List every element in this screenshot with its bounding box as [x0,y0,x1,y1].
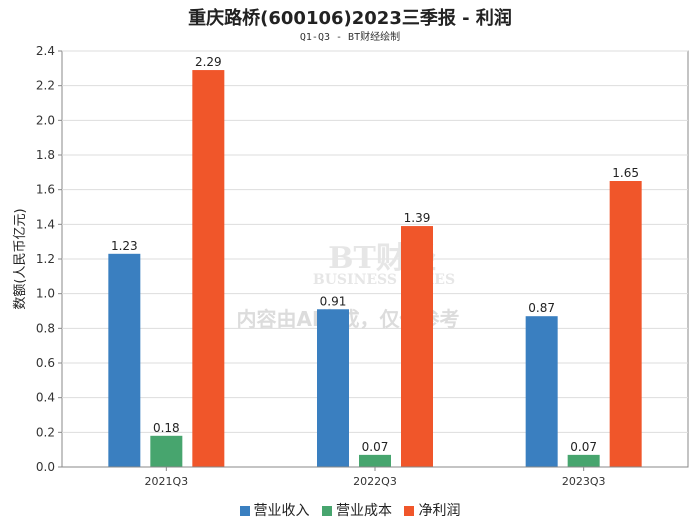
x-tick-label: 2021Q3 [145,475,189,488]
bar [192,70,225,468]
bar-value-label: 0.18 [153,421,180,435]
bar-value-label: 0.07 [570,440,597,454]
bar [359,454,391,467]
bar-value-label: 2.29 [195,55,222,69]
bar-value-label: 0.07 [362,440,389,454]
legend-item-revenue[interactable]: 营业收入 [239,500,310,520]
legend-item-cost[interactable]: 营业成本 [322,500,392,520]
bar [108,253,141,467]
y-tick-label: 1.6 [36,183,55,197]
legend-label: 净利润 [418,503,461,519]
chart-subtitle: Q1-Q3 - BT财经绘制 [299,32,401,43]
bar-value-label: 1.65 [612,166,639,180]
legend-label: 营业成本 [336,503,392,519]
bar [150,435,183,467]
legend-swatch [404,506,415,516]
y-tick-label: 0.0 [36,460,55,474]
bar [567,454,600,467]
bar-value-label: 1.23 [111,239,138,253]
y-tick-label: 1.2 [36,252,55,266]
y-tick-label: 2.4 [36,44,55,58]
bar [401,226,433,467]
legend-item-profit[interactable]: 净利润 [404,500,460,520]
y-tick-label: 2.0 [36,113,55,127]
x-tick-label: 2023Q3 [562,475,606,488]
y-tick-label: 1.4 [36,217,55,231]
y-axis-label: 数额(人民币亿元) [13,208,28,309]
watermark-subbrand: BUSINESS TIMES [313,272,455,288]
x-tick-label: 2022Q3 [353,475,397,488]
legend-label: 营业收入 [253,503,310,519]
y-tick-label: 0.8 [36,321,55,335]
legend-swatch [322,506,332,516]
legend: 营业收入 营业成本 净利润 [0,500,700,520]
bar [317,309,349,467]
y-tick-label: 0.2 [36,425,55,439]
y-tick-label: 0.4 [36,391,55,405]
bar-value-label: 0.87 [528,301,555,315]
bar-value-label: 1.39 [404,211,431,225]
bar-value-label: 0.91 [320,294,347,308]
y-tick-label: 1.8 [36,148,55,162]
y-tick-label: 1.0 [36,287,55,301]
legend-swatch [239,506,250,516]
bar [609,181,642,467]
bar [525,316,558,467]
chart-title: 重庆路桥(600106)2023三季报 - 利润 [188,8,512,29]
y-tick-label: 0.6 [36,356,55,370]
y-tick-label: 2.2 [36,79,55,93]
